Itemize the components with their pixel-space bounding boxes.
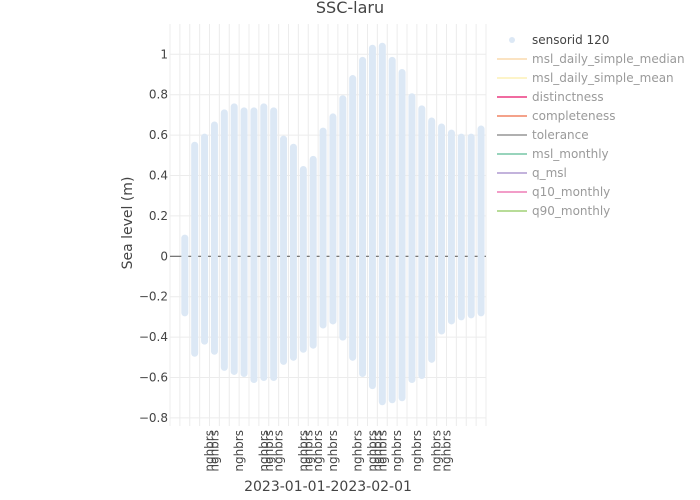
x-flag-label: nghbrs	[351, 430, 365, 472]
x-axis-label: 2023-01-01-2023-02-01	[244, 479, 412, 495]
legend-item[interactable]: q10_monthly	[497, 185, 610, 199]
legend-label: q_msl	[532, 166, 567, 180]
y-tick-label: −0.6	[139, 371, 168, 385]
legend-label: completeness	[532, 109, 616, 123]
legend-label: msl_monthly	[532, 147, 609, 161]
legend-item[interactable]: msl_monthly	[497, 147, 609, 161]
x-flag-label: nghbrs	[203, 430, 217, 472]
x-flag-label: nghbrs	[257, 430, 271, 472]
x-flag-label: nghbrs	[296, 430, 310, 472]
x-flag-label: nghbrs	[440, 430, 454, 472]
x-flag-label: nghbrs	[326, 430, 340, 472]
legend-item[interactable]: q_msl	[497, 166, 567, 180]
legend-item[interactable]: q90_monthly	[497, 204, 610, 218]
legend-label: distinctness	[532, 90, 604, 104]
legend-label: msl_daily_simple_median	[532, 52, 685, 66]
legend-label: sensorid 120	[532, 33, 609, 47]
x-flag-label: nghbrs	[370, 430, 384, 472]
y-tick-label: −0.2	[139, 290, 168, 304]
legend-label: msl_daily_simple_mean	[532, 71, 674, 85]
legend-item[interactable]: msl_daily_simple_mean	[497, 71, 674, 85]
x-flag-label: nghbrs	[232, 430, 246, 472]
x-flag-label: nghbrs	[262, 430, 276, 472]
y-tick-label: 0.2	[149, 209, 168, 223]
y-tick-label: −0.8	[139, 411, 168, 425]
x-flag-label: nghbrs	[311, 430, 325, 472]
y-tick-label: 1	[160, 47, 168, 61]
legend-item[interactable]: msl_daily_simple_median	[497, 52, 685, 66]
legend: sensorid 120 msl_daily_simple_median msl_d…	[497, 33, 685, 218]
x-flag-label: nghbrs	[272, 430, 286, 472]
x-flag-label: nghbrs	[207, 430, 221, 472]
y-tick-label: −0.4	[139, 330, 168, 344]
data-series-sensorid-120	[181, 42, 485, 406]
chart-title: SSC-laru	[316, 0, 384, 17]
legend-label: q90_monthly	[532, 204, 610, 218]
y-tick-label: 0.4	[149, 169, 168, 183]
legend-label: tolerance	[532, 128, 589, 142]
x-flag-label: nghbrs	[365, 430, 379, 472]
x-flag-label: nghbrs	[375, 430, 389, 472]
y-tick-label: 0.6	[149, 128, 168, 142]
x-flag-label: nghbrs	[410, 430, 424, 472]
legend-label: q10_monthly	[532, 185, 610, 199]
y-axis-label: Sea level (m)	[120, 177, 136, 270]
legend-item[interactable]: completeness	[497, 109, 616, 123]
x-flag-label: nghbrs	[301, 430, 315, 472]
legend-item[interactable]: sensorid 120	[509, 33, 609, 47]
y-tick-label: 0.8	[149, 88, 168, 102]
x-flag-label: nghbrs	[390, 430, 404, 472]
y-tick-label: 0	[160, 249, 168, 263]
legend-item[interactable]: distinctness	[497, 90, 604, 104]
x-flag-label: nghbrs	[430, 430, 444, 472]
legend-marker-dot	[509, 37, 515, 43]
y-tick-labels: 1 0.8 0.6 0.4 0.2 0 −0.2 −0.4 −0.6 −0.8	[139, 47, 168, 425]
legend-item[interactable]: tolerance	[497, 128, 589, 142]
